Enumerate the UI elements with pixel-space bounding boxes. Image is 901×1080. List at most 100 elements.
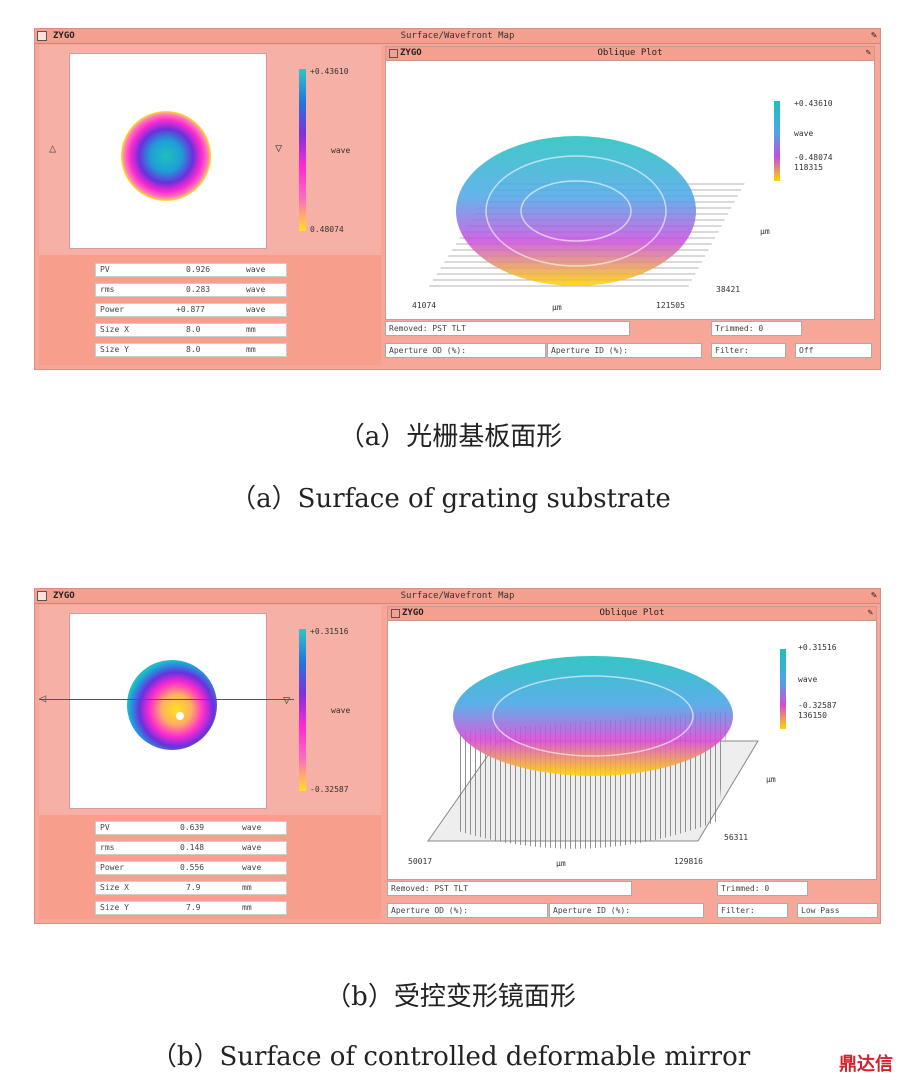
surface-disk — [121, 111, 211, 201]
z-size: 136150 — [798, 711, 827, 720]
colorbar-max: +0.43610 — [310, 67, 349, 76]
stat-row: PV 0.926 wave — [95, 263, 287, 277]
y-tick: 56311 — [724, 833, 749, 842]
aperture-id-field[interactable]: Aperture ID (%): — [547, 343, 702, 358]
panel-b-titlebar: ZYGO Surface/Wavefront Map ✎ — [35, 589, 880, 604]
stat-row: Size Y 8.0 mm — [95, 343, 287, 357]
stat-row: rms 0.148 wave — [95, 841, 287, 855]
oblique-plot-svg[interactable] — [388, 621, 876, 879]
z-unit: wave — [798, 675, 818, 684]
surface-mesh — [456, 136, 696, 286]
x-tick-right: 121505 — [656, 301, 685, 310]
surface-highlight — [485, 155, 667, 267]
tool-icon[interactable]: ✎ — [870, 590, 877, 601]
trimmed-field[interactable]: Trimmed: 0 — [711, 321, 802, 336]
removed-field[interactable]: Removed: PST TLT — [385, 321, 630, 336]
oblique-title: Oblique Plot — [597, 48, 663, 58]
colorbar — [299, 629, 306, 791]
surface-map[interactable] — [69, 613, 267, 809]
filter-label: Filter: — [717, 903, 788, 918]
stat-row: rms 0.283 wave — [95, 283, 287, 297]
window-menu-icon[interactable] — [37, 31, 47, 41]
stat-row: Size Y 7.9 mm — [95, 901, 287, 915]
stats-pane: PV 0.926 wave rms 0.283 wave Power +0.877 wave… — [39, 255, 381, 365]
trimmed-field[interactable]: Trimmed: 0 — [717, 881, 808, 896]
slice-right-marker-icon[interactable]: ▽ — [283, 693, 291, 707]
stat-row: Size X 7.9 mm — [95, 881, 287, 895]
zygo-logo: ZYGO — [53, 591, 75, 601]
surface-disk — [127, 660, 217, 750]
map-pane: ◁ ▽ +0.31516 wave -0.32587 — [39, 605, 381, 815]
z-unit: wave — [794, 129, 814, 138]
filter-value[interactable]: Low Pass — [797, 903, 878, 918]
colorbar — [299, 69, 306, 231]
slice-right-marker-icon[interactable]: ▽ — [275, 141, 283, 155]
z-max: +0.43610 — [794, 99, 833, 108]
slice-left-marker-icon[interactable]: ◁ — [39, 691, 47, 705]
surface-hotspot — [176, 712, 184, 720]
y-tick: 38421 — [716, 285, 741, 294]
stat-row: Power +0.877 wave — [95, 303, 287, 317]
window-title: Surface/Wavefront Map — [400, 591, 515, 601]
oblique-plot-window: ZYGO Oblique Plot ✎ +0.31516 — [387, 606, 877, 880]
x-tick-left: 50017 — [408, 857, 433, 866]
panel-b-window: ZYGO Surface/Wavefront Map ✎ — [34, 588, 881, 924]
filter-label: Filter: — [711, 343, 786, 358]
oblique-titlebar: ZYGO Oblique Plot ✎ — [388, 607, 876, 621]
aperture-id-field[interactable]: Aperture ID (%): — [549, 903, 704, 918]
aperture-od-field[interactable]: Aperture OD (%): — [385, 343, 546, 358]
oblique-menu-icon[interactable] — [391, 609, 400, 618]
colorbar-min: -0.32587 — [310, 785, 349, 794]
oblique-menu-icon[interactable] — [389, 49, 398, 58]
surface-highlight — [492, 675, 694, 757]
caption-b-en: （b）Surface of controlled deformable mirr… — [150, 1042, 751, 1072]
filter-value[interactable]: Off — [795, 343, 872, 358]
stat-row: Power 0.556 wave — [95, 861, 287, 875]
z-min: -0.48074 — [794, 153, 833, 162]
surface-highlight — [520, 180, 632, 242]
surface-map-svg — [121, 111, 211, 201]
map-pane: △ ▽ +0.43610 wave 0.48074 — [39, 45, 381, 255]
stats-pane: PV 0.639 wave rms 0.148 wave Power 0.556 wave … — [39, 815, 381, 919]
tool-icon[interactable]: ✎ — [870, 30, 877, 41]
zygo-logo: ZYGO — [53, 31, 75, 41]
stat-row: Size X 8.0 mm — [95, 323, 287, 337]
removed-field[interactable]: Removed: PST TLT — [387, 881, 632, 896]
panel-a-titlebar: ZYGO Surface/Wavefront Map ✎ — [35, 29, 880, 44]
tool-icon[interactable]: ✎ — [865, 48, 871, 58]
stat-row: PV 0.639 wave — [95, 821, 287, 835]
slice-line[interactable] — [39, 699, 294, 700]
oblique-title: Oblique Plot — [599, 608, 665, 618]
watermark-logo: 鼎达信 — [839, 1054, 893, 1075]
caption-a-en: （a）Surface of grating substrate — [230, 484, 671, 514]
surface-map[interactable] — [69, 53, 267, 249]
y-axis-unit: μm — [760, 227, 770, 236]
surface-mesh — [453, 656, 733, 776]
window-title: Surface/Wavefront Map — [400, 31, 515, 41]
zygo-logo: ZYGO — [402, 608, 424, 618]
oblique-plot-svg[interactable] — [386, 61, 874, 319]
oblique-plot-window: ZYGO Oblique Plot ✎ +0.43610 — [385, 46, 875, 320]
panel-a-window: ZYGO Surface/Wavefront Map ✎ △ — [34, 28, 881, 370]
colorbar-unit: wave — [331, 146, 351, 155]
oblique-titlebar: ZYGO Oblique Plot ✎ — [386, 47, 874, 61]
aperture-od-field[interactable]: Aperture OD (%): — [387, 903, 548, 918]
slice-left-marker-icon[interactable]: △ — [49, 141, 57, 155]
colorbar-min: 0.48074 — [310, 225, 344, 234]
z-colorbar — [780, 649, 786, 729]
zygo-logo: ZYGO — [400, 48, 422, 58]
x-tick-right: 129816 — [674, 857, 703, 866]
z-size: 118315 — [794, 163, 823, 172]
x-tick-left: 41074 — [412, 301, 437, 310]
tool-icon[interactable]: ✎ — [867, 608, 873, 618]
z-colorbar — [774, 101, 780, 181]
colorbar-max: +0.31516 — [310, 627, 349, 636]
window-menu-icon[interactable] — [37, 591, 47, 601]
colorbar-unit: wave — [331, 706, 351, 715]
caption-a-zh: （a）光栅基板面形 — [338, 422, 563, 452]
z-max: +0.31516 — [798, 643, 837, 652]
x-axis-unit: μm — [552, 303, 562, 312]
caption-b-zh: （b）受控变形镜面形 — [325, 982, 576, 1012]
z-min: -0.32587 — [798, 701, 837, 710]
x-axis-unit: μm — [556, 859, 566, 868]
